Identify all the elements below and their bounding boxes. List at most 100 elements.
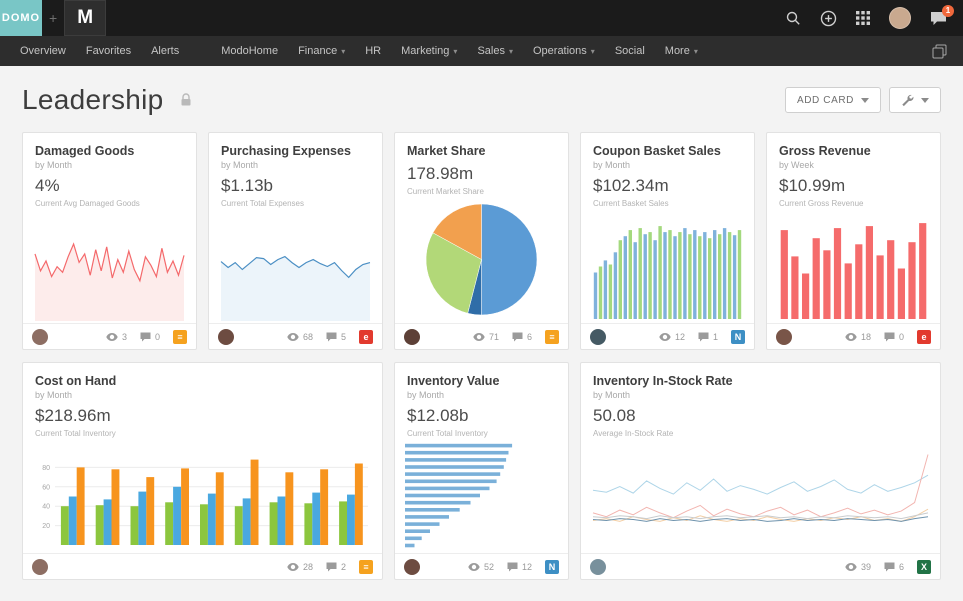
card-subtitle: by Month xyxy=(221,160,259,170)
card-title: Damaged Goods xyxy=(35,144,135,158)
inventory-in-stock-rate-chart[interactable] xyxy=(589,440,932,551)
comments-stat[interactable]: 6 xyxy=(884,562,904,572)
owner-avatar[interactable] xyxy=(404,328,420,345)
nav-modohome[interactable]: ModoHome xyxy=(221,45,279,57)
app-grid-icon[interactable] xyxy=(856,11,870,25)
search-icon[interactable] xyxy=(785,10,801,26)
comment-icon xyxy=(698,332,709,342)
eye-icon xyxy=(287,563,299,571)
add-card-label: ADD CARD xyxy=(796,94,854,106)
views-count: 71 xyxy=(488,331,499,342)
market-share-chart[interactable] xyxy=(403,198,560,321)
page-header: Leadership ADD CARD xyxy=(0,66,963,132)
inventory-value-chart[interactable] xyxy=(403,440,560,551)
card-cost-on-hand[interactable]: Cost on Hand by Month $218.96m Current T… xyxy=(22,362,383,580)
comments-stat[interactable]: 12 xyxy=(507,562,532,572)
page-tools-button[interactable] xyxy=(889,87,941,113)
chat-icon[interactable]: 1 xyxy=(930,4,954,26)
nav-hr[interactable]: HR xyxy=(365,45,382,57)
comments-stat[interactable]: 0 xyxy=(884,332,904,342)
lock-icon xyxy=(180,93,192,107)
card-grid: Damaged Goods by Month 4% Current Avg Da… xyxy=(0,132,963,598)
card-value: $1.13b xyxy=(221,176,273,195)
card-caption: Current Gross Revenue xyxy=(779,199,864,208)
comments-stat[interactable]: 0 xyxy=(140,332,160,342)
comments-stat[interactable]: 6 xyxy=(512,332,532,342)
gross-revenue-chart[interactable] xyxy=(775,210,932,321)
comments-stat[interactable]: 2 xyxy=(326,562,346,572)
owner-avatar[interactable] xyxy=(32,558,48,575)
eye-icon xyxy=(287,333,299,341)
card-coupon-basket-sales[interactable]: Coupon Basket Sales by Month $102.34m Cu… xyxy=(580,132,755,350)
card-damaged-goods[interactable]: Damaged Goods by Month 4% Current Avg Da… xyxy=(22,132,197,350)
card-caption: Average In-Stock Rate xyxy=(593,429,674,438)
datasource-badge: ≡ xyxy=(359,559,373,574)
comment-icon xyxy=(884,332,895,342)
nav-marketing[interactable]: Marketing xyxy=(391,36,467,67)
views-stat: 71 xyxy=(473,332,499,342)
comment-icon xyxy=(507,562,518,572)
owner-avatar[interactable] xyxy=(776,328,792,345)
card-value: $102.34m xyxy=(593,176,669,195)
domo-logo[interactable]: DOMO xyxy=(0,0,42,36)
owner-avatar[interactable] xyxy=(590,558,606,575)
damaged-goods-chart[interactable] xyxy=(31,210,188,321)
card-value: 4% xyxy=(35,176,60,195)
user-avatar[interactable] xyxy=(889,7,911,29)
card-subtitle: by Month xyxy=(593,160,631,170)
views-stat: 68 xyxy=(287,332,313,342)
page-layout-icon[interactable] xyxy=(932,44,953,59)
purchasing-expenses-chart[interactable] xyxy=(217,210,374,321)
views-count: 3 xyxy=(121,331,127,342)
card-caption: Current Avg Damaged Goods xyxy=(35,199,140,208)
views-count: 28 xyxy=(302,561,313,572)
owner-avatar[interactable] xyxy=(404,558,420,575)
views-stat: 18 xyxy=(845,332,871,342)
card-inventory-in-stock-rate[interactable]: Inventory In-Stock Rate by Month 50.08 A… xyxy=(580,362,941,580)
nav-favorites[interactable]: Favorites xyxy=(85,45,132,57)
svg-text:20: 20 xyxy=(42,523,50,530)
card-footer: 68 5 e xyxy=(209,323,382,349)
card-inventory-value[interactable]: Inventory Value by Month $12.08b Current… xyxy=(394,362,569,580)
views-count: 68 xyxy=(302,331,313,342)
owner-avatar[interactable] xyxy=(590,328,606,345)
nav-finance[interactable]: Finance xyxy=(288,36,355,67)
card-header: Inventory Value by Month $12.08b Current… xyxy=(395,363,568,438)
eye-icon xyxy=(468,563,480,571)
owner-avatar[interactable] xyxy=(218,328,234,345)
comment-icon xyxy=(326,332,337,342)
card-title: Inventory In-Stock Rate xyxy=(593,374,733,388)
add-card-button[interactable]: ADD CARD xyxy=(784,87,881,113)
owner-avatar[interactable] xyxy=(32,328,48,345)
org-logo[interactable]: M xyxy=(64,0,107,36)
cost-on-hand-chart[interactable]: 20 40 60 80 xyxy=(31,440,374,551)
nav-operations[interactable]: Operations xyxy=(523,36,605,67)
card-footer: 3 0 ≡ xyxy=(23,323,196,349)
top-bar: DOMO + M 1 xyxy=(0,0,963,36)
coupon-basket-sales-chart[interactable] xyxy=(589,210,746,321)
card-market-share[interactable]: Market Share 178.98m Current Market Shar… xyxy=(394,132,569,350)
nav-more[interactable]: More xyxy=(655,36,708,67)
views-count: 52 xyxy=(483,561,494,572)
card-title: Inventory Value xyxy=(407,374,500,388)
nav-social[interactable]: Social xyxy=(614,45,645,57)
card-purchasing-expenses[interactable]: Purchasing Expenses by Month $1.13b Curr… xyxy=(208,132,383,350)
svg-text:60: 60 xyxy=(42,484,50,491)
svg-text:40: 40 xyxy=(42,504,50,511)
comments-stat[interactable]: 5 xyxy=(326,332,346,342)
add-icon[interactable] xyxy=(820,10,837,27)
eye-icon xyxy=(473,333,485,341)
card-footer: 12 1 N xyxy=(581,323,754,349)
card-gross-revenue[interactable]: Gross Revenue by Week $10.99m Current Gr… xyxy=(766,132,941,350)
topbar-actions: 1 xyxy=(785,4,963,29)
views-count: 39 xyxy=(860,561,871,572)
eye-icon xyxy=(845,563,857,571)
card-footer: 71 6 ≡ xyxy=(395,323,568,349)
comments-stat[interactable]: 1 xyxy=(698,332,718,342)
nav-overview[interactable]: Overview xyxy=(20,45,66,57)
nav-alerts[interactable]: Alerts xyxy=(151,45,180,57)
card-subtitle: by Month xyxy=(407,390,445,400)
comments-count: 5 xyxy=(340,331,346,342)
card-caption: Current Total Expenses xyxy=(221,199,305,208)
nav-sales[interactable]: Sales xyxy=(467,36,523,67)
